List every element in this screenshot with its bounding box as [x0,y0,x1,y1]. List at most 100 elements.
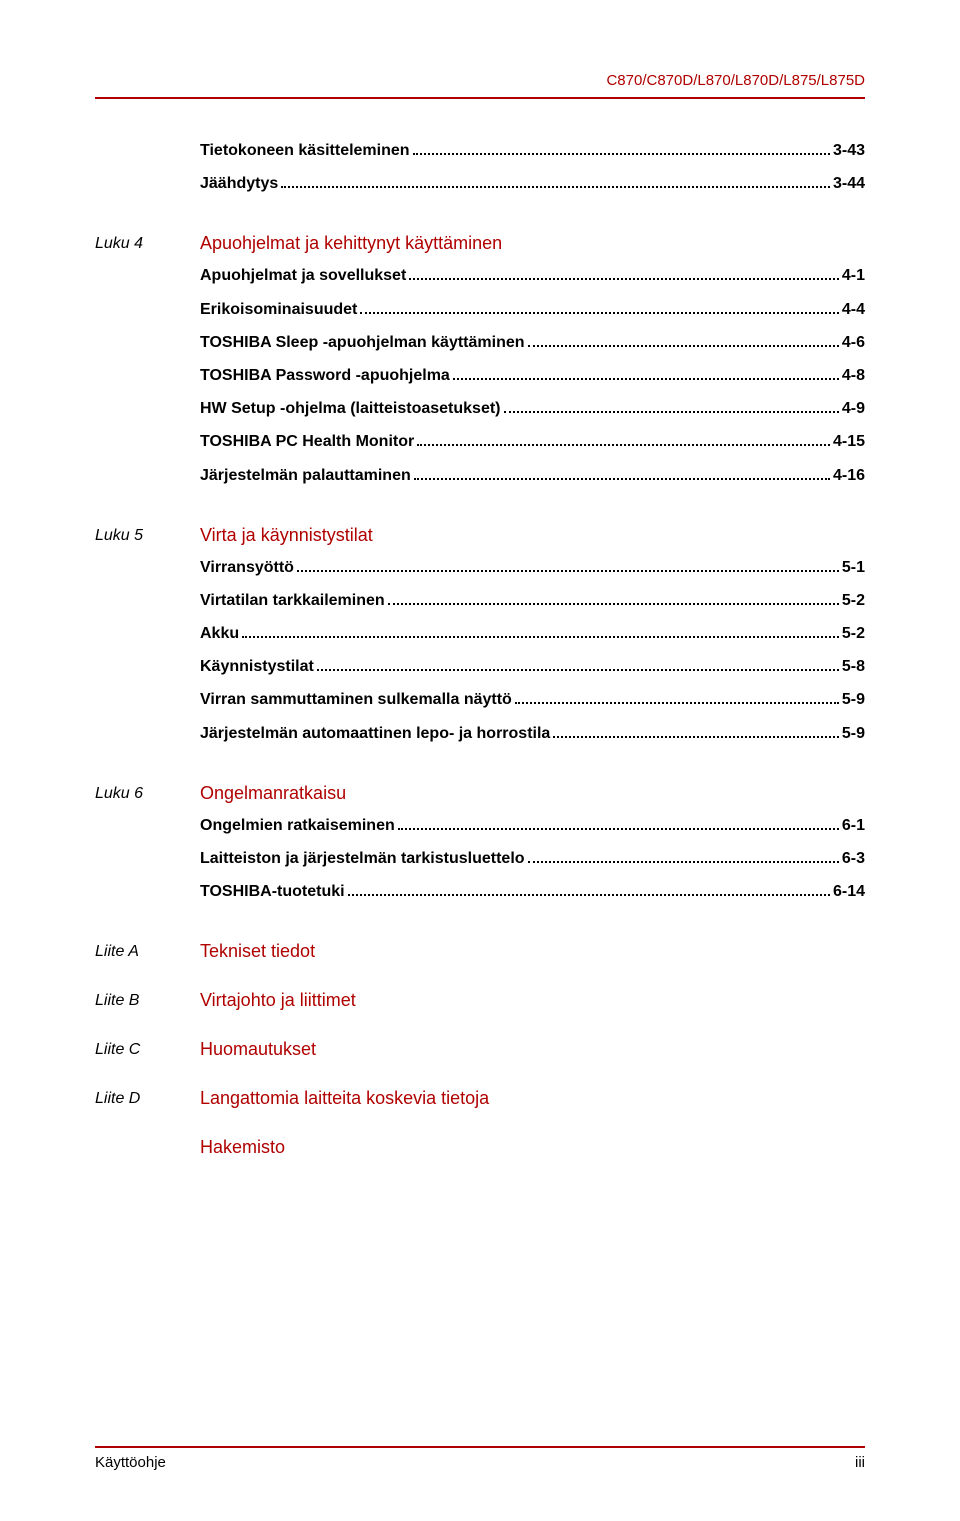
toc-entry-page: 6-3 [842,847,865,870]
toc-entry-text: Virran sammuttaminen sulkemalla näyttö [200,688,512,711]
toc-entry-page: 6-1 [842,814,865,837]
appendix-entries: Tekniset tiedot [200,941,865,962]
toc-entry-page: 3-44 [833,172,865,195]
appendix-label: Liite B [95,990,200,1011]
toc-dots [504,411,839,413]
toc-entry[interactable]: Jäähdytys 3-44 [200,172,865,195]
toc-entry[interactable]: Apuohjelmat ja sovellukset 4-1 [200,264,865,287]
toc-entry-page: 5-9 [842,688,865,711]
footer-right: iii [855,1454,865,1471]
toc-entry[interactable]: Laitteiston ja järjestelmän tarkistuslue… [200,847,865,870]
pre-entries: Tietokoneen käsitteleminen 3-43 Jäähdytys… [200,139,865,205]
toc-entry-page: 3-43 [833,139,865,162]
toc-entry[interactable]: Virransyöttö 5-1 [200,556,865,579]
chapter-title[interactable]: Ongelmanratkaisu [200,783,865,804]
toc-entry[interactable]: Käynnistystilat 5-8 [200,655,865,678]
chapter-label-empty [95,139,200,205]
appendix-label: Liite C [95,1039,200,1060]
toc-entry-page: 6-14 [833,880,865,903]
footer-divider [95,1446,865,1448]
toc-entry-page: 4-6 [842,331,865,354]
toc-block-index: Hakemisto [95,1137,865,1158]
toc-entry[interactable]: Akku 5-2 [200,622,865,645]
toc-entry-text: HW Setup -ohjelma (laitteistoasetukset) [200,397,501,420]
toc-entry-text: TOSHIBA-tuotetuki [200,880,345,903]
toc-entry-text: Virtatilan tarkkaileminen [200,589,385,612]
toc-entry[interactable]: TOSHIBA Password -apuohjelma 4-8 [200,364,865,387]
toc-entry[interactable]: Virtatilan tarkkaileminen 5-2 [200,589,865,612]
toc-dots [414,478,830,480]
toc-entry-text: Laitteiston ja järjestelmän tarkistuslue… [200,847,525,870]
toc-entry[interactable]: Järjestelmän palauttaminen 4-16 [200,464,865,487]
toc-entry[interactable]: Erikoisominaisuudet 4-4 [200,298,865,321]
chapter-label: Luku 5 [95,525,200,755]
toc-entry[interactable]: Ongelmien ratkaiseminen 6-1 [200,814,865,837]
toc-entry[interactable]: Järjestelmän automaattinen lepo- ja horr… [200,722,865,745]
toc-dots [388,603,839,605]
toc-entry-text: Erikoisominaisuudet [200,298,357,321]
toc-block-appendix: Liite DLangattomia laitteita koskevia ti… [95,1088,865,1109]
toc-entry-page: 5-8 [842,655,865,678]
chapter-entries: Virta ja käynnistystilat Virransyöttö 5-1… [200,525,865,755]
footer-left: Käyttöohje [95,1454,166,1471]
toc-dots [398,828,839,830]
footer-row: Käyttöohje iii [95,1454,865,1471]
toc-block-appendix: Liite BVirtajohto ja liittimet [95,990,865,1011]
toc-entry-page: 4-8 [842,364,865,387]
chapter-entries: Ongelmanratkaisu Ongelmien ratkaiseminen … [200,783,865,914]
toc-entry-page: 4-16 [833,464,865,487]
toc-entry-page: 4-9 [842,397,865,420]
toc-entry-text: Jäähdytys [200,172,278,195]
toc-entry-text: Ongelmien ratkaiseminen [200,814,395,837]
toc-entry-page: 5-2 [842,589,865,612]
appendix-entries: Virtajohto ja liittimet [200,990,865,1011]
toc-dots [413,153,830,155]
appendix-label: Liite A [95,941,200,962]
appendix-title[interactable]: Langattomia laitteita koskevia tietoja [200,1088,865,1109]
toc-dots [360,312,839,314]
chapter-label-empty-index [95,1137,200,1158]
toc-entry-text: Apuohjelmat ja sovellukset [200,264,406,287]
index-entry: Hakemisto [200,1137,865,1158]
appendix-entries: Huomautukset [200,1039,865,1060]
toc-entry-page: 5-1 [842,556,865,579]
chapter-label: Luku 6 [95,783,200,914]
toc-entry-page: 4-1 [842,264,865,287]
toc-entry-page: 4-15 [833,430,865,453]
appendix-entries: Langattomia laitteita koskevia tietoja [200,1088,865,1109]
toc-entry[interactable]: TOSHIBA-tuotetuki 6-14 [200,880,865,903]
toc-dots [528,861,839,863]
toc-dots [297,570,839,572]
toc-entry[interactable]: Virran sammuttaminen sulkemalla näyttö 5… [200,688,865,711]
toc-entry-text: TOSHIBA Password -apuohjelma [200,364,450,387]
chapter-label: Luku 4 [95,233,200,496]
toc-entry[interactable]: Tietokoneen käsitteleminen 3-43 [200,139,865,162]
toc-entry[interactable]: HW Setup -ohjelma (laitteistoasetukset) … [200,397,865,420]
toc-block-pre: Tietokoneen käsitteleminen 3-43 Jäähdytys… [95,139,865,205]
toc-entry[interactable]: TOSHIBA PC Health Monitor 4-15 [200,430,865,453]
toc-entry-text: Akku [200,622,239,645]
toc-dots [553,736,839,738]
toc-entry[interactable]: TOSHIBA Sleep -apuohjelman käyttäminen 4… [200,331,865,354]
page: C870/C870D/L870/L870D/L875/L875D Tietoko… [0,0,960,1521]
toc-entry-text: Tietokoneen käsitteleminen [200,139,410,162]
appendix-title[interactable]: Virtajohto ja liittimet [200,990,865,1011]
header-model-label: C870/C870D/L870/L870D/L875/L875D [95,72,865,89]
toc-dots [348,894,830,896]
index-title[interactable]: Hakemisto [200,1137,865,1158]
chapter-title[interactable]: Apuohjelmat ja kehittynyt käyttäminen [200,233,865,254]
appendix-title[interactable]: Huomautukset [200,1039,865,1060]
toc-block-appendix: Liite ATekniset tiedot [95,941,865,962]
toc-entry-text: TOSHIBA PC Health Monitor [200,430,414,453]
appendix-title[interactable]: Tekniset tiedot [200,941,865,962]
appendix-label: Liite D [95,1088,200,1109]
chapter-title[interactable]: Virta ja käynnistystilat [200,525,865,546]
toc-entry-text: Järjestelmän palauttaminen [200,464,411,487]
toc-entry-text: Virransyöttö [200,556,294,579]
toc-block-chapter: Luku 5Virta ja käynnistystilat Virransyöt… [95,525,865,755]
toc-dots [515,702,839,704]
toc-entry-text: Järjestelmän automaattinen lepo- ja horr… [200,722,550,745]
toc-entry-page: 5-2 [842,622,865,645]
toc-block-chapter: Luku 4Apuohjelmat ja kehittynyt käyttämi… [95,233,865,496]
toc-dots [242,636,839,638]
